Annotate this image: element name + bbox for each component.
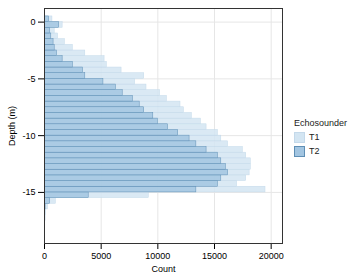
svg-text:0: 0 [42, 251, 47, 261]
svg-text:Count: Count [151, 264, 176, 274]
html-text:Echosounder: Echosounder [294, 117, 347, 128]
svg-text:10000: 10000 [145, 251, 170, 261]
html-text:T2: T2 [309, 146, 320, 156]
svg-text:-5: -5 [27, 74, 35, 84]
svg-text:Depth (m): Depth (m) [7, 106, 17, 146]
svg-text:5000: 5000 [91, 251, 111, 261]
svg-text:-10: -10 [22, 131, 35, 141]
svg-text:-15: -15 [22, 187, 35, 197]
svg-text:0: 0 [30, 17, 35, 27]
svg-text:20000: 20000 [259, 251, 284, 261]
svg-text:15000: 15000 [202, 251, 227, 261]
html-text:T1: T1 [309, 132, 320, 142]
